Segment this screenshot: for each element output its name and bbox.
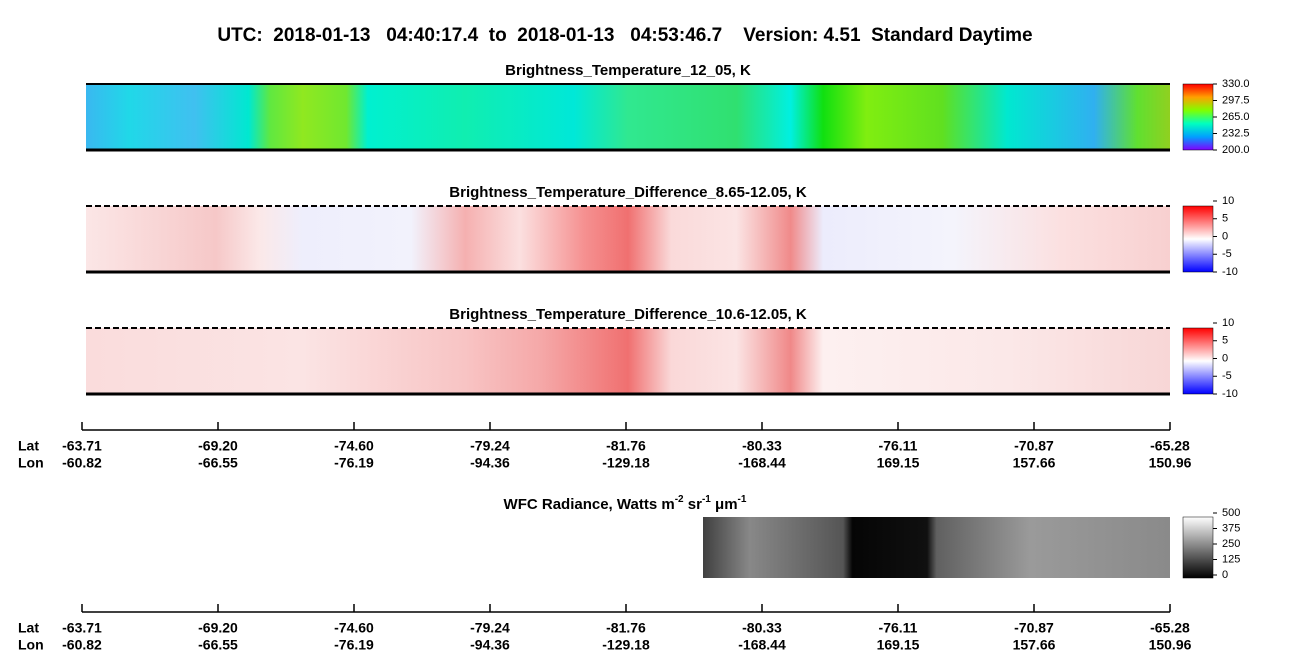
lon-label: 157.66 xyxy=(1013,455,1056,471)
lat-label: -76.11 xyxy=(879,438,918,454)
lat-label: -63.71 xyxy=(62,438,102,454)
lat-label: -81.76 xyxy=(606,438,646,454)
colorbar-label: -10 xyxy=(1222,266,1238,278)
lon-label: 169.15 xyxy=(877,637,920,653)
colorbar-label: 0 xyxy=(1222,230,1228,242)
title-part: -2 xyxy=(675,494,684,505)
axis-label: Lat xyxy=(18,620,39,636)
panel-title: Brightness_Temperature_Difference_8.65-1… xyxy=(449,184,807,201)
colorbar xyxy=(1182,327,1214,395)
lon-label: -66.55 xyxy=(198,455,238,471)
lat-label: -69.20 xyxy=(198,438,238,454)
lat-label: -70.87 xyxy=(1014,620,1054,636)
colorbar-label: 297.5 xyxy=(1222,94,1250,106)
lat-label: -70.87 xyxy=(1014,438,1054,454)
panel-title: Brightness_Temperature_Difference_10.6-1… xyxy=(449,306,807,323)
colorbar xyxy=(1182,516,1214,579)
title-part: μm xyxy=(711,496,738,513)
lat-label: -80.33 xyxy=(742,620,782,636)
lat-label: -63.71 xyxy=(62,620,102,636)
colorbar-label: 232.5 xyxy=(1222,127,1250,139)
lat-label: -74.60 xyxy=(334,620,374,636)
colorbar-label: 125 xyxy=(1222,553,1240,565)
colorbar-label: 0 xyxy=(1222,569,1228,581)
title-part: -1 xyxy=(738,494,747,505)
lon-label: -94.36 xyxy=(470,637,510,653)
page-title: UTC: 2018-01-13 04:40:17.4 to 2018-01-13… xyxy=(217,25,1032,46)
wfc-image xyxy=(703,517,1170,578)
colorbar-label: 375 xyxy=(1222,522,1240,534)
colorbar xyxy=(1182,205,1214,273)
colorbar-label: -5 xyxy=(1222,248,1232,260)
title-part: sr xyxy=(684,496,703,513)
lon-label: 169.15 xyxy=(877,455,920,471)
lon-label: -168.44 xyxy=(738,637,786,653)
colorbar-label: -10 xyxy=(1222,388,1238,400)
colorbar-label: 250 xyxy=(1222,538,1240,550)
lon-label: 150.96 xyxy=(1149,637,1192,653)
lon-label: 150.96 xyxy=(1149,455,1192,471)
heatmap xyxy=(86,328,1170,394)
wfc-title: WFC Radiance, Watts m-2 sr-1 μm-1 xyxy=(504,494,747,513)
title-part: WFC Radiance, Watts m xyxy=(504,496,675,513)
heatmap xyxy=(86,84,1170,150)
panel-title: Brightness_Temperature_12_05, K xyxy=(505,62,751,79)
colorbar-label: 5 xyxy=(1222,213,1228,225)
colorbar-label: 10 xyxy=(1222,317,1234,329)
lat-label: -81.76 xyxy=(606,620,646,636)
lon-label: -76.19 xyxy=(334,455,374,471)
lon-label: -129.18 xyxy=(602,637,650,653)
title-part: -1 xyxy=(702,494,711,505)
axis-label: Lat xyxy=(18,438,39,454)
lon-label: -94.36 xyxy=(470,455,510,471)
lon-label: 157.66 xyxy=(1013,637,1056,653)
lat-label: -65.28 xyxy=(1150,438,1190,454)
colorbar-label: 0 xyxy=(1222,352,1228,364)
heatmap xyxy=(86,206,1170,272)
axis-label: Lon xyxy=(18,637,44,653)
colorbar-label: 265.0 xyxy=(1222,111,1250,123)
lon-label: -168.44 xyxy=(738,455,786,471)
lon-label: -129.18 xyxy=(602,455,650,471)
lat-label: -80.33 xyxy=(742,438,782,454)
colorbar xyxy=(1182,83,1214,151)
axis-label: Lon xyxy=(18,455,44,471)
colorbar-label: -5 xyxy=(1222,370,1232,382)
lat-label: -79.24 xyxy=(470,620,510,636)
lat-label: -76.11 xyxy=(879,620,918,636)
lon-label: -60.82 xyxy=(62,637,102,653)
colorbar-label: 500 xyxy=(1222,507,1240,519)
lon-label: -60.82 xyxy=(62,455,102,471)
colorbar-label: 10 xyxy=(1222,195,1234,207)
colorbar-label: 200.0 xyxy=(1222,144,1250,156)
colorbar-label: 5 xyxy=(1222,335,1228,347)
lat-label: -65.28 xyxy=(1150,620,1190,636)
lat-label: -74.60 xyxy=(334,438,374,454)
lon-label: -76.19 xyxy=(334,637,374,653)
lon-label: -66.55 xyxy=(198,637,238,653)
colorbar-label: 330.0 xyxy=(1222,78,1250,90)
lat-label: -79.24 xyxy=(470,438,510,454)
lat-label: -69.20 xyxy=(198,620,238,636)
